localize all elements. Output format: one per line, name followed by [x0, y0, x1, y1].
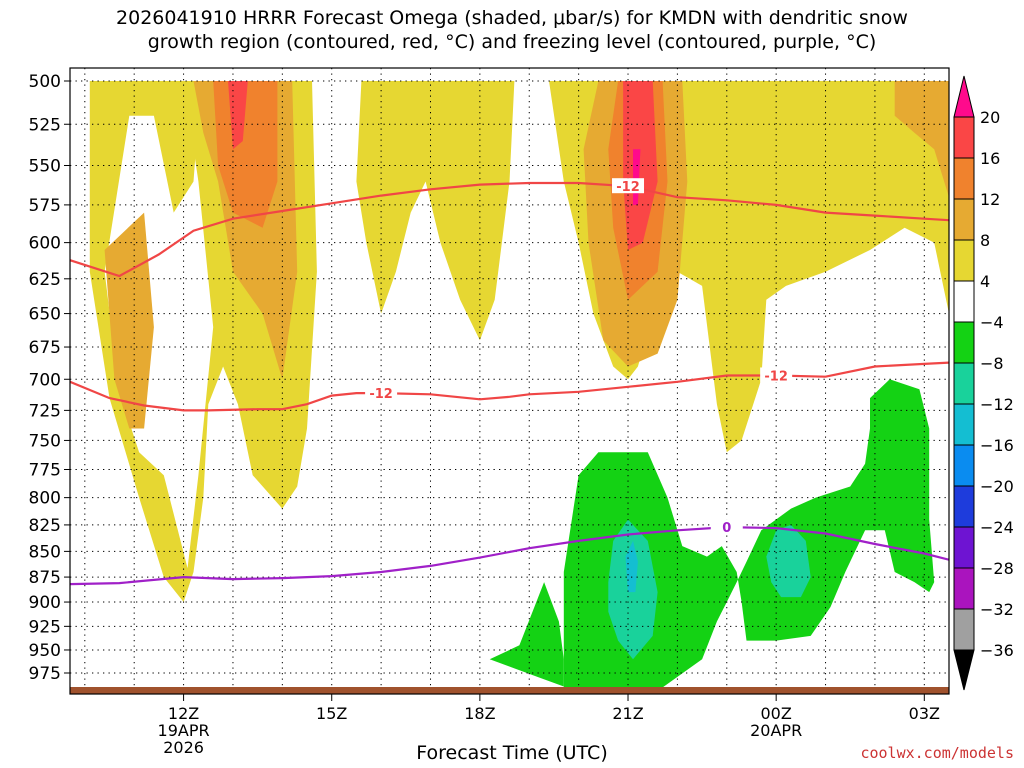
- colorbar-label--28: −28: [980, 559, 1014, 578]
- colorbar-segment-5: [953, 280, 975, 323]
- colorbar-label--20: −20: [980, 477, 1014, 496]
- colorbar: 20 16 12 8 4 −4 −8 −12 −16 −20 −24 −28 −32 −36: [953, 75, 1014, 691]
- contour-label-dgz-upper: -12: [616, 180, 640, 195]
- y-tick-label-775: 775: [29, 460, 61, 480]
- y-axis: 500 525 550 575 600 625 650 675 700 725 750 775 800 8…: [29, 72, 70, 684]
- colorbar-segment-7: [953, 362, 975, 405]
- colorbar-top-arrow: [953, 75, 975, 118]
- credit-text: coolwx.com/models: [860, 744, 1014, 762]
- gridlines: [70, 68, 949, 694]
- plot-frame: [69, 67, 950, 695]
- omega-region-4: [104, 212, 154, 429]
- colorbar-label--36: −36: [980, 641, 1014, 660]
- colorbar-segment-9: [953, 444, 975, 487]
- colorbar-segment-3: [953, 198, 975, 241]
- contour-label-dgz-upper-bg: [612, 178, 645, 194]
- ground-terrain: [70, 687, 949, 694]
- y-tick-label-500: 500: [29, 72, 61, 92]
- y-tick-label-925: 925: [29, 617, 61, 637]
- chart-title-line-1: 2026041910 HRRR Forecast Omega (shaded, …: [116, 7, 908, 29]
- contour-label-dgz-lower-1-bg: [365, 385, 398, 401]
- colorbar-segment-1: [953, 116, 975, 159]
- omega-region-7: [894, 81, 949, 198]
- omega-region-17: [625, 540, 638, 593]
- x-tick-label-3: 21Z: [612, 704, 643, 723]
- omega-region-0: [89, 81, 199, 602]
- contour-label-freezing-bg: [710, 519, 743, 535]
- y-tick-label-600: 600: [29, 234, 61, 254]
- contour-label-freezing: 0: [722, 521, 731, 536]
- colorbar-segment-10: [953, 485, 975, 528]
- y-tick-label-850: 850: [29, 542, 61, 562]
- x-tick-date-4: 20APR: [750, 721, 802, 740]
- y-tick-label-800: 800: [29, 489, 61, 509]
- contour-freezing-level: [70, 525, 949, 586]
- y-tick-label-900: 900: [29, 593, 61, 613]
- x-tick-date-0: 19APR: [158, 721, 210, 740]
- y-tick-label-725: 725: [29, 401, 61, 421]
- y-tick-label-550: 550: [29, 156, 61, 176]
- y-tick-label-950: 950: [29, 641, 61, 661]
- chart-title-line-2: growth region (contoured, red, °C) and f…: [147, 31, 877, 53]
- x-tick-label-5: 03Z: [909, 704, 940, 723]
- y-tick-label-650: 650: [29, 305, 61, 325]
- y-tick-label-975: 975: [29, 664, 61, 684]
- y-tick-label-700: 700: [29, 370, 61, 390]
- omega-region-11: [623, 81, 658, 250]
- colorbar-label--8: −8: [980, 354, 1004, 373]
- colorbar-label--4: −4: [980, 313, 1004, 332]
- y-tick-label-675: 675: [29, 338, 61, 358]
- contour-dgz-upper: [70, 181, 949, 278]
- x-tick-label-2: 18Z: [464, 704, 495, 723]
- colorbar-label--32: −32: [980, 600, 1014, 619]
- omega-region-14: [489, 582, 564, 687]
- omega-region-8: [213, 81, 278, 228]
- colorbar-segment-13: [953, 608, 975, 651]
- colorbar-label-12: 12: [980, 190, 1000, 209]
- colorbar-label-8: 8: [980, 231, 990, 250]
- x-tick-label-0: 12Z: [168, 704, 199, 723]
- y-tick-label-525: 525: [29, 115, 61, 135]
- contour-label-dgz-lower-1: -12: [369, 387, 393, 402]
- x-tick-year-0: 2026: [163, 738, 204, 757]
- colorbar-segment-12: [953, 567, 975, 610]
- colorbar-segment-11: [953, 526, 975, 569]
- y-tick-label-875: 875: [29, 568, 61, 588]
- colorbar-bottom-arrow: [953, 649, 975, 691]
- y-tick-label-750: 750: [29, 431, 61, 451]
- x-tick-label-4: 00Z: [760, 704, 791, 723]
- colorbar-label--24: −24: [980, 518, 1014, 537]
- colorbar-label-16: 16: [980, 149, 1000, 168]
- omega-region-2: [356, 81, 515, 341]
- colorbar-label-20: 20: [980, 108, 1000, 127]
- omega-region-16: [766, 524, 811, 598]
- x-tick-label-1: 15Z: [316, 704, 347, 723]
- temperature-contours: -12 -12 0 -12: [70, 178, 949, 586]
- colorbar-label--12: −12: [980, 395, 1014, 414]
- y-tick-label-825: 825: [29, 516, 61, 536]
- contour-label-dgz-lower-2-bg: [760, 367, 793, 383]
- colorbar-label-4: 4: [980, 272, 990, 291]
- colorbar-label--16: −16: [980, 436, 1014, 455]
- omega-region-10: [228, 81, 248, 150]
- colorbar-segment-8: [953, 403, 975, 446]
- y-tick-label-575: 575: [29, 196, 61, 216]
- y-tick-label-625: 625: [29, 270, 61, 290]
- colorbar-segment-2: [953, 157, 975, 200]
- x-axis-title: Forecast Time (UTC): [416, 742, 608, 764]
- colorbar-segment-4: [953, 239, 975, 282]
- colorbar-segment-6: [953, 321, 975, 364]
- contour-label-dgz-lower-2: -12: [764, 369, 788, 384]
